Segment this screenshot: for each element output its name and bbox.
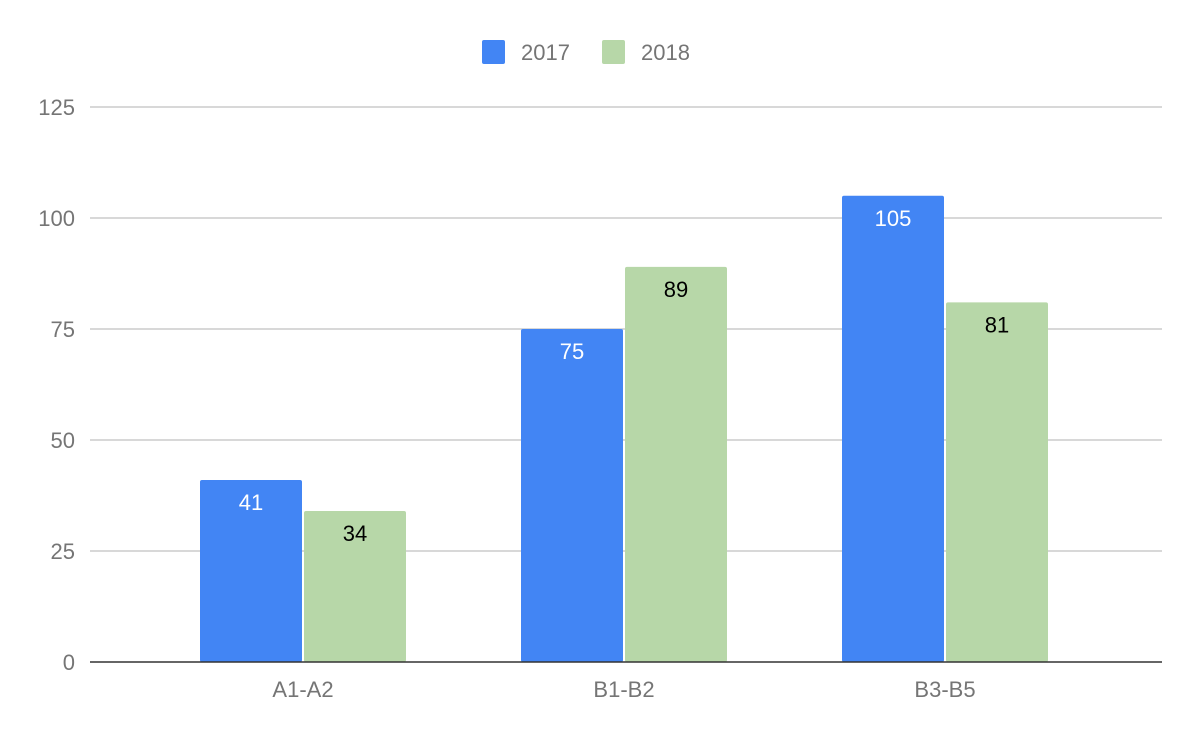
y-tick-label: 25	[51, 539, 75, 564]
data-label: 89	[664, 277, 688, 302]
y-tick-label: 100	[38, 206, 75, 231]
bar-2018-B3-B5	[946, 302, 1048, 662]
data-label: 34	[343, 521, 367, 546]
bar-2017-B1-B2	[521, 329, 623, 662]
data-label: 105	[875, 206, 912, 231]
y-tick-label: 50	[51, 428, 75, 453]
x-tick-label: A1-A2	[272, 677, 333, 702]
x-tick-label: B3-B5	[914, 677, 975, 702]
legend-swatch-2017	[482, 40, 505, 64]
data-label: 75	[560, 339, 584, 364]
bar-2017-A1-A2	[200, 479, 302, 662]
y-tick-label: 75	[51, 317, 75, 342]
legend-label-2018: 2018	[641, 40, 690, 65]
x-axis-ticks: A1-A2 B1-B2 B3-B5	[272, 677, 975, 702]
bars: 41 34 75 89 105 81	[200, 195, 1048, 663]
x-tick-label: B1-B2	[593, 677, 654, 702]
bar-2018-A1-A2	[304, 511, 406, 662]
legend-swatch-2018	[602, 40, 625, 64]
data-label: 81	[985, 312, 1009, 337]
y-axis-ticks: 0 25 50 75 100 125	[38, 95, 75, 675]
legend: 2017 2018	[482, 40, 690, 65]
data-label: 41	[239, 490, 263, 515]
legend-label-2017: 2017	[521, 40, 570, 65]
y-tick-label: 125	[38, 95, 75, 120]
y-tick-label: 0	[63, 650, 75, 675]
bar-2017-B3-B5	[842, 195, 944, 663]
bar-2018-B1-B2	[625, 266, 727, 662]
